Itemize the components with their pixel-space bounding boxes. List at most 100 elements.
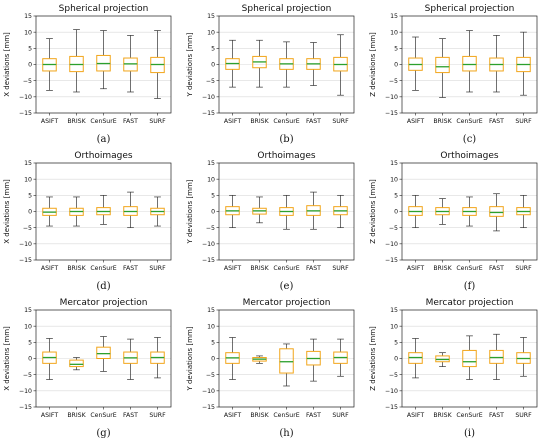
panel-h: Mercator projection −15 −10 −5 0 5 10 15 Y devia…	[186, 298, 355, 439]
x-tick-label: FAST	[489, 412, 504, 419]
box-censure	[279, 194, 294, 230]
x-tick-label: FAST	[489, 265, 504, 272]
y-axis-label: X deviations [mm]	[3, 326, 11, 391]
y-tick-label: 0	[211, 62, 215, 69]
iqr-box	[69, 359, 84, 368]
x-tick-label: BRISK	[433, 265, 452, 272]
panel-letter: (f)	[464, 281, 476, 292]
box-brisk	[69, 357, 84, 371]
y-tick-label: 5	[28, 46, 32, 53]
panel-letter: (a)	[97, 134, 111, 145]
x-tick-label: ASIFT	[41, 412, 58, 419]
box-brisk	[252, 355, 267, 364]
box-brisk	[435, 198, 450, 225]
y-tick-label: 5	[28, 193, 32, 200]
y-tick-label: 15	[24, 307, 32, 314]
box-asift	[42, 338, 57, 380]
x-tick-label: CenSurE	[456, 265, 482, 272]
y-tick-label: −15	[202, 257, 215, 264]
y-tick-label: −5	[23, 372, 32, 379]
box-censure	[462, 196, 477, 227]
y-tick-label: −10	[19, 241, 32, 248]
box-brisk	[435, 38, 450, 98]
y-tick-label: −5	[23, 78, 32, 85]
y-tick-label: 0	[28, 62, 32, 69]
panel-i: Mercator projection −15 −10 −5 0 5 10 15 Z devia…	[369, 298, 538, 439]
box-brisk	[252, 196, 267, 224]
iqr-box	[435, 56, 450, 74]
y-tick-label: 5	[394, 193, 398, 200]
box-surf	[333, 338, 348, 377]
y-tick-label: 10	[207, 323, 215, 330]
y-tick-label: 0	[28, 209, 32, 216]
x-tick-label: BRISK	[67, 265, 86, 272]
panel-title: Mercator projection	[243, 298, 331, 308]
y-tick-label: 5	[28, 340, 32, 347]
panel-g: Mercator projection −15 −10 −5 0 5 10 15 X devia…	[3, 298, 172, 439]
y-tick-label: 0	[211, 356, 215, 363]
box-fast	[306, 191, 321, 230]
y-tick-label: −5	[206, 372, 215, 379]
box-surf	[150, 337, 165, 379]
y-tick-label: −15	[202, 404, 215, 411]
box-surf	[333, 34, 348, 96]
panel-a: Spherical projection −15 −10 −5 0 5 10 15 X devi…	[3, 4, 172, 145]
iqr-box	[489, 206, 504, 217]
y-tick-label: 0	[28, 356, 32, 363]
y-tick-label: 15	[207, 160, 215, 167]
x-tick-label: SURF	[332, 412, 349, 419]
box-censure	[96, 30, 111, 90]
y-tick-label: 0	[394, 62, 398, 69]
panel-letter: (e)	[280, 281, 294, 292]
box-brisk	[252, 39, 267, 88]
y-axis-label: Z deviations [mm]	[369, 179, 377, 244]
box-asift	[408, 194, 423, 229]
y-tick-label: 0	[394, 209, 398, 216]
y-tick-label: 10	[207, 176, 215, 183]
y-tick-label: 15	[207, 13, 215, 20]
x-tick-label: ASIFT	[41, 265, 58, 272]
box-asift	[408, 338, 423, 379]
box-asift	[225, 337, 240, 380]
x-tick-label: ASIFT	[224, 118, 241, 125]
x-tick-label: ASIFT	[407, 265, 424, 272]
x-tick-label: FAST	[123, 265, 138, 272]
x-tick-label: SURF	[332, 265, 349, 272]
box-asift	[408, 36, 423, 91]
y-tick-label: 0	[394, 356, 398, 363]
x-tick-label: SURF	[149, 265, 166, 272]
x-tick-label: ASIFT	[41, 118, 58, 125]
panel-title: Spherical projection	[59, 4, 149, 14]
panel-title: Spherical projection	[425, 4, 515, 14]
box-surf	[333, 194, 348, 229]
iqr-box	[462, 55, 477, 72]
x-tick-label: SURF	[149, 118, 166, 125]
panel-letter: (d)	[96, 281, 110, 292]
box-fast	[123, 35, 138, 93]
panel-title: Mercator projection	[60, 298, 148, 308]
box-fast	[489, 35, 504, 93]
y-tick-label: −5	[389, 78, 398, 85]
y-tick-label: 15	[390, 13, 398, 20]
y-tick-label: 10	[390, 176, 398, 183]
x-tick-label: CenSurE	[90, 412, 116, 419]
box-surf	[516, 337, 531, 377]
box-fast	[306, 338, 321, 382]
y-tick-label: 5	[211, 340, 215, 347]
box-fast	[489, 333, 504, 380]
x-tick-label: ASIFT	[407, 412, 424, 419]
box-brisk	[69, 29, 84, 93]
panel-b: Spherical projection −15 −10 −5 0 5 10 15 Y devi…	[186, 4, 355, 145]
panel-title: Orthoimages	[440, 151, 499, 161]
x-tick-label: CenSurE	[273, 118, 299, 125]
y-tick-label: 10	[24, 176, 32, 183]
y-tick-label: −5	[206, 225, 215, 232]
y-tick-label: −10	[385, 241, 398, 248]
x-tick-label: BRISK	[433, 412, 452, 419]
x-tick-label: CenSurE	[90, 265, 116, 272]
y-tick-label: 15	[24, 13, 32, 20]
box-fast	[306, 42, 321, 86]
y-tick-label: −15	[19, 110, 32, 117]
x-tick-label: BRISK	[433, 118, 452, 125]
x-tick-label: FAST	[123, 118, 138, 125]
